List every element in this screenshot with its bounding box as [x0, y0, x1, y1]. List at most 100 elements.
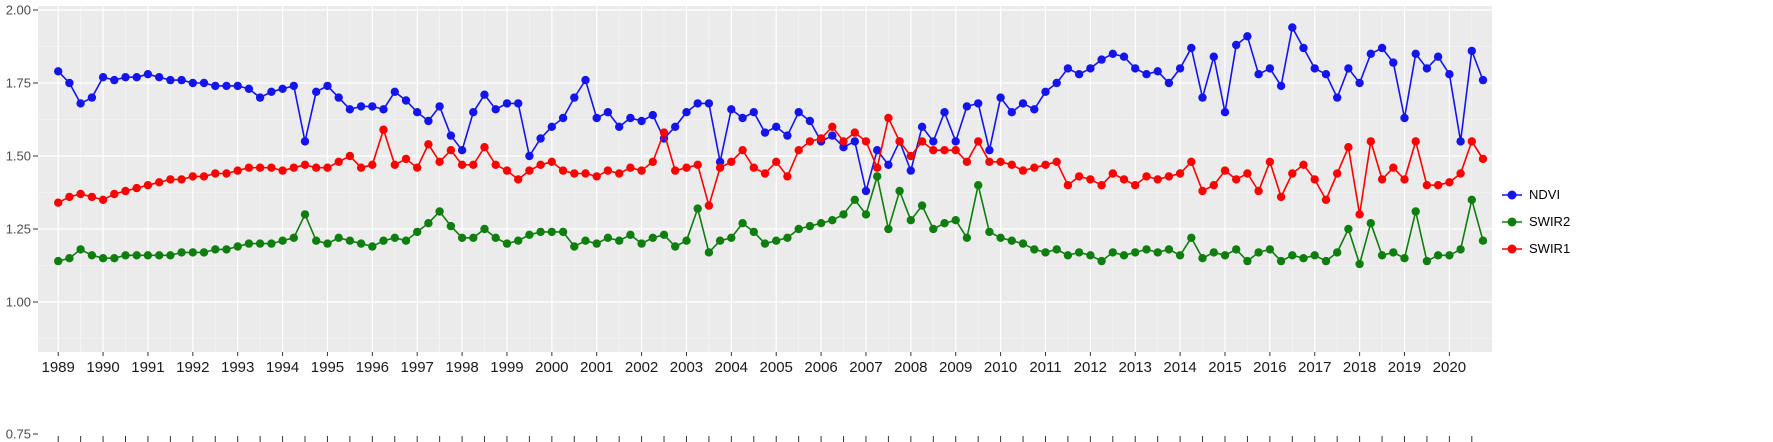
data-point: [1467, 46, 1477, 56]
data-point: [356, 102, 366, 111]
data-point: [424, 219, 433, 228]
data-point: [1344, 224, 1353, 234]
data-point: [1254, 248, 1263, 257]
data-point: [54, 198, 63, 207]
data-point: [603, 166, 613, 175]
data-point: [1007, 236, 1016, 245]
data-point: [502, 166, 512, 175]
x-tick-label: 2018: [1343, 359, 1376, 376]
x-tick-label: 2017: [1298, 359, 1331, 376]
data-point: [581, 236, 590, 245]
data-point: [1321, 70, 1331, 79]
data-point: [671, 166, 680, 175]
data-point: [1411, 207, 1420, 216]
data-point: [839, 137, 848, 146]
data-point: [906, 166, 915, 175]
data-point: [1456, 169, 1465, 178]
data-point: [738, 146, 747, 155]
data-point: [222, 81, 231, 91]
data-point: [1097, 55, 1106, 64]
data-point: [166, 175, 175, 184]
data-point: [906, 216, 915, 225]
data-point: [446, 131, 456, 140]
legend-key-swir2-icon: [1502, 217, 1522, 227]
data-point: [873, 172, 882, 181]
data-point: [693, 99, 702, 108]
x-tick-label: 2001: [580, 359, 613, 376]
data-point: [1198, 93, 1207, 102]
data-point: [211, 245, 220, 254]
data-point: [1007, 160, 1016, 169]
data-point: [1243, 32, 1252, 41]
data-point: [828, 122, 837, 131]
data-point: [794, 146, 803, 155]
data-point: [783, 233, 792, 242]
data-point: [536, 134, 545, 143]
data-point: [323, 163, 332, 172]
data-point: [783, 131, 792, 140]
x-tick-label: 1992: [176, 359, 209, 376]
data-point: [1119, 52, 1129, 61]
data-point: [1018, 166, 1028, 175]
data-point: [1232, 175, 1241, 184]
data-point: [54, 256, 63, 266]
data-point: [1153, 67, 1162, 76]
data-point: [1131, 181, 1140, 190]
data-point: [289, 81, 298, 91]
data-point: [615, 169, 624, 178]
data-point: [1142, 172, 1151, 181]
data-point: [110, 75, 119, 85]
data-point: [1220, 166, 1230, 175]
x-tick-label: 2002: [625, 359, 658, 376]
data-point: [379, 236, 388, 245]
data-point: [873, 146, 882, 155]
data-point: [1153, 248, 1162, 257]
data-point: [132, 73, 141, 82]
data-point: [278, 236, 287, 245]
data-point: [985, 227, 994, 237]
data-point: [424, 116, 433, 126]
data-point: [772, 122, 781, 131]
data-point: [1288, 23, 1297, 32]
data-point: [121, 73, 130, 82]
data-point: [727, 157, 736, 166]
data-point: [659, 128, 669, 137]
data-point: [514, 99, 523, 108]
legend-label-ndvi: NDVI: [1529, 187, 1561, 202]
data-point: [502, 99, 512, 108]
data-point: [772, 157, 781, 166]
data-point: [828, 131, 837, 140]
data-point: [401, 96, 411, 105]
data-point: [390, 87, 399, 97]
data-point: [592, 113, 601, 123]
data-point: [940, 108, 949, 117]
y-tick-label: 1.50: [6, 149, 31, 164]
data-point: [446, 221, 456, 231]
data-point: [65, 254, 74, 263]
data-point: [671, 122, 680, 131]
data-point: [951, 216, 960, 225]
x-tick-label: 2012: [1074, 359, 1107, 376]
data-point: [570, 93, 579, 102]
data-point: [1030, 163, 1039, 172]
data-point: [536, 227, 545, 237]
data-point: [648, 233, 657, 242]
data-point: [805, 221, 815, 231]
data-point: [682, 236, 691, 245]
x-tick-label: 1997: [401, 359, 434, 376]
data-point: [188, 78, 197, 88]
data-point: [1400, 113, 1409, 123]
data-point: [76, 99, 85, 108]
data-point: [1377, 175, 1387, 184]
x-tick-label: 2015: [1208, 359, 1241, 376]
data-point: [1389, 163, 1398, 172]
data-point: [87, 93, 97, 102]
y-tick-label: 1.75: [6, 76, 31, 91]
data-point: [805, 137, 815, 146]
data-point: [1310, 175, 1319, 184]
data-point: [1142, 70, 1151, 79]
data-point: [1456, 245, 1465, 254]
x-tick-label: 1994: [266, 359, 299, 376]
data-point: [592, 239, 601, 248]
data-point: [760, 239, 770, 248]
